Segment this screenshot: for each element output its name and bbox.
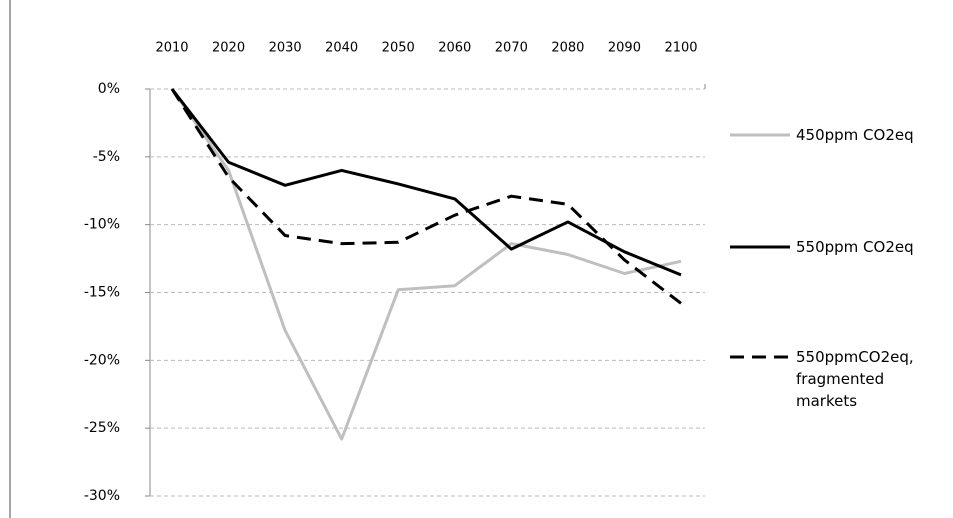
series-line — [170, 88, 682, 441]
x-tick-label: 2010 — [155, 41, 188, 56]
y-tick-label: 0% — [98, 81, 120, 97]
x-tick-label: 2100 — [664, 41, 697, 56]
legend-label: 550ppm CO2eq — [796, 238, 914, 256]
x-tick-label: 2040 — [325, 41, 358, 56]
x-tick-label: 2090 — [608, 41, 641, 56]
x-tick-label: 2050 — [382, 41, 415, 56]
legend-label: 550ppmCO2eq, fragmented markets — [796, 348, 914, 410]
y-tick-label: -10% — [84, 217, 120, 233]
x-tick-label: 2020 — [212, 41, 245, 56]
y-tick-label: -20% — [84, 352, 120, 368]
series-line — [170, 88, 682, 305]
x-tick-label: 2030 — [269, 41, 302, 56]
legend-label: 450ppm CO2eq — [796, 126, 914, 144]
x-tick-label: 2060 — [438, 41, 471, 56]
x-tick-label: 2080 — [551, 41, 584, 56]
series-line — [170, 88, 682, 277]
y-tick-label: -5% — [93, 149, 120, 165]
y-tick-label: -15% — [84, 285, 120, 301]
y-tick-label: -25% — [84, 420, 120, 436]
y-tick-label: -30% — [84, 488, 120, 504]
x-tick-label: 2070 — [495, 41, 528, 56]
